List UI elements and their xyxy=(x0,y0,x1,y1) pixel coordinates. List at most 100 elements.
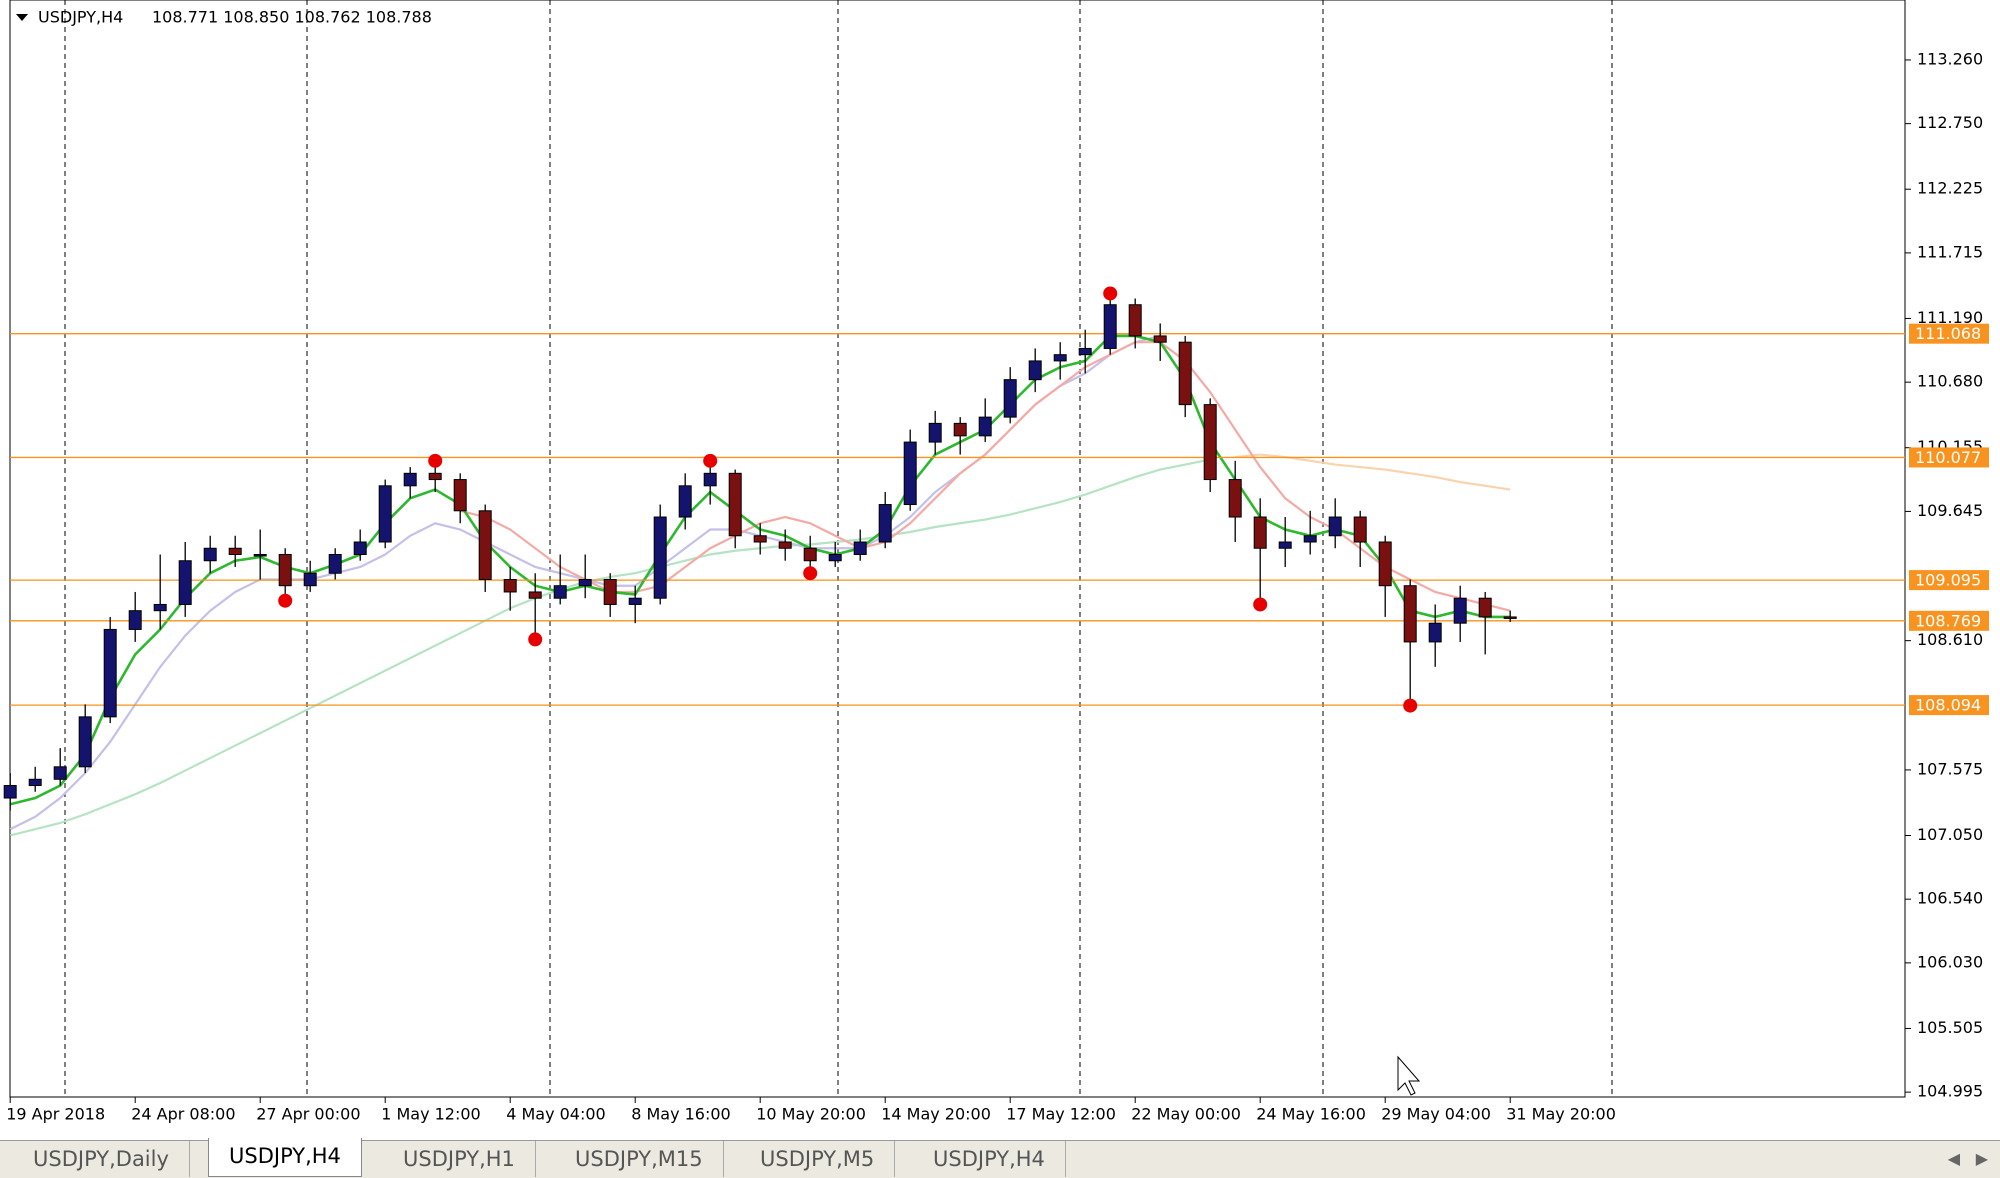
candle-body xyxy=(378,485,392,543)
y-tick-label: 106.540 xyxy=(1917,889,1983,908)
y-tick-label: 111.190 xyxy=(1917,308,1983,327)
period-separators xyxy=(64,0,1613,1097)
chart-tab[interactable]: USDJPY,Daily xyxy=(13,1141,190,1177)
candle-body xyxy=(653,516,667,599)
x-tick-label: 22 May 00:00 xyxy=(1131,1105,1241,1124)
candle-body xyxy=(1428,622,1442,643)
candle-body xyxy=(228,547,242,555)
candle-body xyxy=(128,610,142,630)
candle-body xyxy=(628,597,642,605)
plot-area xyxy=(9,0,1906,1098)
level-label: 110.077 xyxy=(1915,448,1981,467)
candle-body xyxy=(903,441,917,506)
candle-body xyxy=(353,541,367,555)
y-tick-label: 104.995 xyxy=(1917,1082,1983,1101)
level-label-box xyxy=(1909,570,1989,591)
candle-body xyxy=(78,716,92,768)
level-label: 108.094 xyxy=(1915,696,1981,715)
candle-body xyxy=(1103,304,1117,349)
candle-body xyxy=(528,591,542,599)
symbol-menu-arrow[interactable] xyxy=(16,14,28,21)
candle-body xyxy=(1203,404,1217,481)
candle-body xyxy=(153,603,167,612)
x-tick-label: 29 May 04:00 xyxy=(1381,1105,1491,1124)
candle-body xyxy=(1053,354,1067,362)
candle-body xyxy=(328,553,342,574)
level-label-box xyxy=(1909,695,1989,716)
tab-bar: ◀ ▶ USDJPY,Daily USDJPY,H4 USDJPY,H1 USDJPY… xyxy=(0,1138,2000,1178)
candle-body xyxy=(1028,360,1042,381)
candle-body xyxy=(403,472,417,487)
mouse-cursor xyxy=(1397,1055,1421,1096)
candle-body xyxy=(1453,597,1467,624)
candle-body xyxy=(828,553,842,562)
candle-body xyxy=(1003,379,1017,418)
x-tick-label: 24 May 16:00 xyxy=(1256,1105,1366,1124)
candle-body xyxy=(853,541,867,555)
level-label: 111.068 xyxy=(1915,324,1981,343)
candle-body xyxy=(203,547,217,562)
x-tick-label: 4 May 04:00 xyxy=(506,1105,606,1124)
y-tick-label: 108.610 xyxy=(1917,630,1983,649)
candle-body xyxy=(1253,516,1267,549)
fractal-marker xyxy=(278,593,293,608)
x-tick-label: 14 May 20:00 xyxy=(881,1105,991,1124)
y-tick-label: 110.680 xyxy=(1917,372,1983,391)
scroll-left[interactable]: ◀ xyxy=(1947,1149,1960,1168)
x-tick-label: 31 May 20:00 xyxy=(1506,1105,1616,1124)
candle-body xyxy=(1303,535,1317,543)
candle-body xyxy=(103,628,117,718)
fractal-marker xyxy=(803,566,818,581)
level-label: 109.095 xyxy=(1915,571,1981,590)
y-tick-label: 105.505 xyxy=(1917,1018,1983,1037)
candle-body xyxy=(1378,541,1392,587)
candle-body xyxy=(728,472,742,537)
candle-body xyxy=(703,472,717,487)
y-tick-label: 106.030 xyxy=(1917,952,1983,971)
candle-body xyxy=(1503,616,1517,619)
candle-body xyxy=(53,766,67,780)
candle-body xyxy=(428,472,442,481)
candle-body xyxy=(1128,304,1142,337)
candle-body xyxy=(1353,516,1367,543)
chart-tab[interactable]: USDJPY,H4 xyxy=(208,1138,362,1177)
y-tick-label: 109.645 xyxy=(1917,501,1983,520)
fractal-marker xyxy=(528,632,543,647)
level-label: 108.769 xyxy=(1915,611,1981,630)
candle-body xyxy=(28,778,42,787)
x-tick-label: 1 May 12:00 xyxy=(381,1105,481,1124)
level-label-box xyxy=(1909,447,1989,468)
candle-body xyxy=(1403,585,1417,643)
fractal-marker xyxy=(1403,698,1418,713)
y-tick-label: 112.750 xyxy=(1917,113,1983,132)
candle-body xyxy=(178,560,192,605)
candle-body xyxy=(453,479,467,512)
candle-body xyxy=(1178,341,1192,406)
candle-body xyxy=(878,504,892,543)
moving-average xyxy=(1235,453,1511,491)
y-tick-label: 107.575 xyxy=(1917,759,1983,778)
chart-tab[interactable]: USDJPY,H1 xyxy=(383,1141,536,1177)
candle-body xyxy=(503,578,517,593)
candle-body xyxy=(778,541,792,549)
chart-tab[interactable]: USDJPY,M5 xyxy=(740,1141,896,1177)
x-tick-label: 8 May 16:00 xyxy=(631,1105,731,1124)
scroll-right[interactable]: ▶ xyxy=(1975,1149,1988,1168)
fractal-marker xyxy=(703,453,718,468)
candle-body xyxy=(3,785,17,799)
candle-body xyxy=(578,578,592,587)
candle-body xyxy=(1153,335,1167,343)
candle-body xyxy=(1278,541,1292,549)
y-tick-label: 113.260 xyxy=(1917,49,1983,68)
candle-body xyxy=(1328,516,1342,537)
candle-body xyxy=(1228,479,1242,518)
chart: USDJPY,H4 108.771 108.850 108.762 108.78… xyxy=(3,0,1989,1124)
y-tick-label: 107.050 xyxy=(1917,825,1983,844)
candle-body xyxy=(678,485,692,518)
chart-tab[interactable]: USDJPY,M15 xyxy=(555,1141,724,1177)
y-tick-label: 111.715 xyxy=(1917,242,1983,261)
candle-body xyxy=(253,553,267,557)
chart-tab[interactable]: USDJPY,H4 xyxy=(913,1141,1066,1177)
x-tick-label: 17 May 12:00 xyxy=(1006,1105,1116,1124)
